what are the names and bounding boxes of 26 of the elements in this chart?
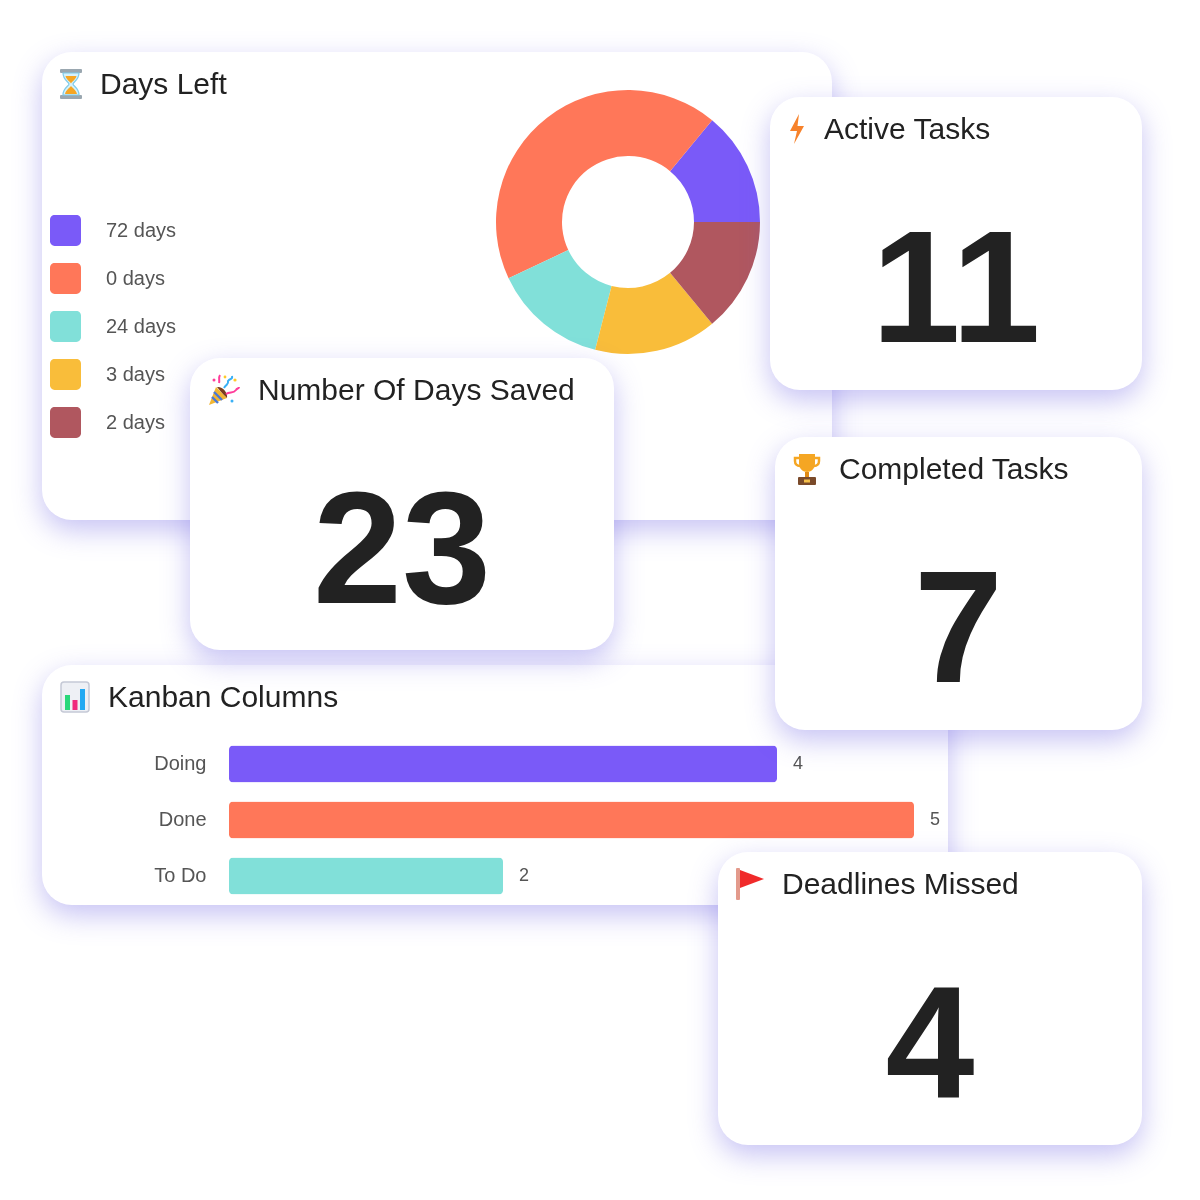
donut-slice bbox=[496, 90, 713, 279]
donut-slice bbox=[670, 222, 760, 324]
text: Completed Tasks bbox=[839, 452, 1069, 486]
data-label: 4 bbox=[793, 753, 804, 773]
text: 23 bbox=[313, 458, 491, 637]
donut-slice bbox=[670, 120, 760, 222]
text: Active Tasks bbox=[824, 112, 991, 146]
legend-label: 72 days bbox=[106, 218, 177, 241]
legend-label: 2 days bbox=[106, 410, 165, 433]
data-label: 5 bbox=[930, 809, 941, 829]
text: Deadlines Missed bbox=[782, 867, 1019, 901]
text: Number Of Days Saved bbox=[258, 373, 575, 407]
legend-label: 0 days bbox=[106, 266, 165, 289]
chart-title: Kanban Columns bbox=[108, 680, 339, 714]
donut-slice bbox=[508, 250, 612, 350]
chart-title: Days Left bbox=[100, 67, 227, 101]
legend-label: 24 days bbox=[106, 314, 177, 337]
donut-slice bbox=[595, 272, 713, 354]
y-tick-label: To Do bbox=[154, 864, 207, 886]
y-tick-label: Done bbox=[158, 808, 207, 830]
text: 11 bbox=[871, 197, 1041, 376]
legend-label: 3 days bbox=[106, 362, 165, 385]
data-label: 2 bbox=[519, 865, 530, 885]
text: 7 bbox=[914, 537, 1003, 716]
text: 4 bbox=[885, 952, 975, 1131]
y-tick-label: Doing bbox=[154, 752, 207, 774]
